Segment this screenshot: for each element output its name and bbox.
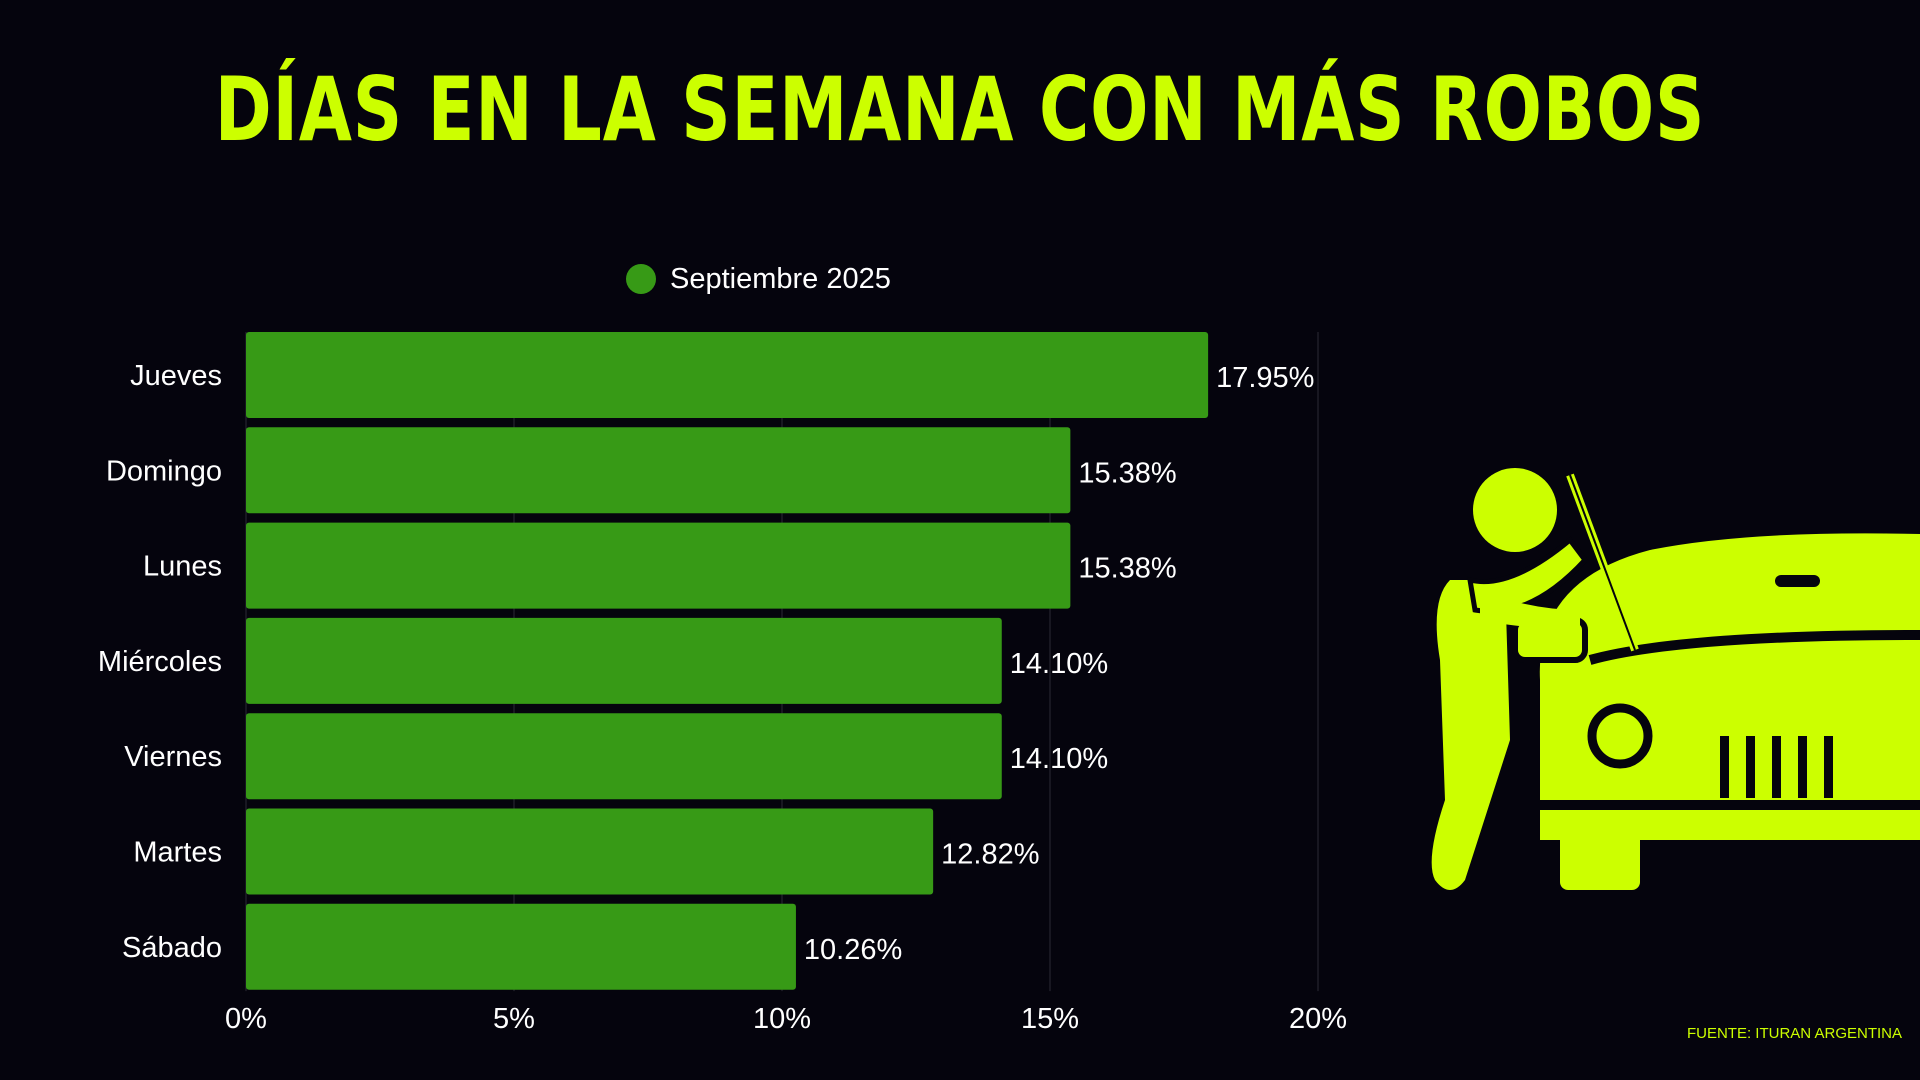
data-label: 15.38% [1078, 457, 1176, 489]
legend-swatch [626, 264, 656, 294]
data-label: 12.82% [941, 839, 1039, 871]
category-label: Domingo [106, 455, 222, 487]
legend-label: Septiembre 2025 [670, 262, 891, 295]
bar [246, 522, 1071, 609]
bar [246, 427, 1071, 514]
legend: Septiembre 2025 [626, 262, 891, 296]
category-label: Sábado [122, 932, 222, 964]
category-label: Viernes [124, 741, 222, 773]
data-label: 10.26% [804, 934, 902, 966]
x-tick-label: 0% [225, 1003, 267, 1035]
chart-title: DÍAS EN LA SEMANA CON MÁS ROBOS [214, 58, 1706, 161]
x-tick-label: 10% [753, 1003, 811, 1035]
data-label: 17.95% [1216, 362, 1314, 394]
data-label: 14.10% [1010, 743, 1108, 775]
x-tick-label: 5% [493, 1003, 535, 1035]
bar [246, 713, 1002, 800]
x-tick-label: 20% [1289, 1003, 1347, 1035]
category-label: Jueves [130, 360, 222, 392]
x-tick-label: 15% [1021, 1003, 1079, 1035]
data-label: 15.38% [1078, 553, 1176, 585]
category-label: Miércoles [98, 646, 222, 678]
bar [246, 617, 1002, 704]
category-label: Lunes [143, 551, 222, 583]
bar [246, 808, 934, 895]
data-label: 14.10% [1010, 648, 1108, 680]
bar [246, 903, 796, 990]
source-note: FUENTE: ITURAN ARGENTINA [1686, 1025, 1902, 1042]
car-thief-icon [1431, 468, 1920, 890]
bar [246, 332, 1209, 418]
category-label: Martes [133, 837, 222, 869]
